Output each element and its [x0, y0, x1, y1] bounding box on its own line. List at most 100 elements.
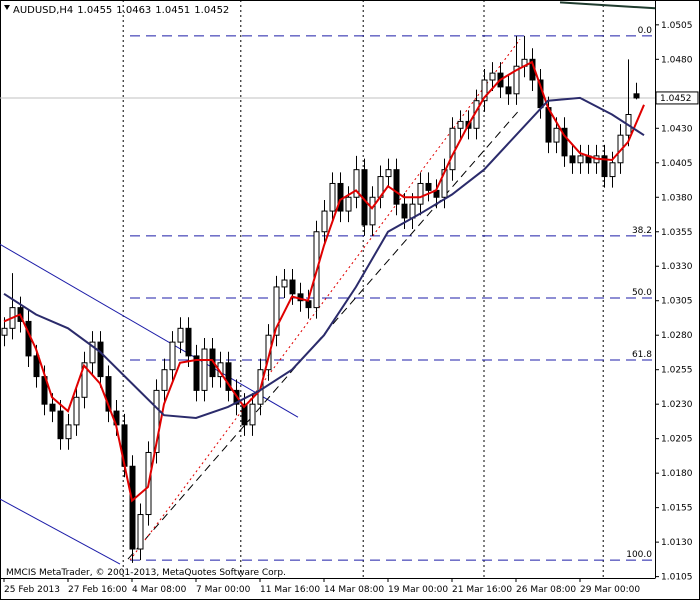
candle-body	[513, 65, 520, 95]
symbol: AUDUSD,H4	[13, 5, 73, 16]
candle-body	[73, 396, 80, 426]
chart-header: AUDUSD,H4 1.0455 1.0463 1.0451 1.0452	[13, 5, 229, 16]
candle-body	[425, 182, 432, 191]
x-tick-label: 19 Mar 00:00	[388, 585, 448, 595]
candle-body	[561, 127, 568, 157]
candle-body	[225, 362, 232, 391]
fib-label: 100.0	[626, 550, 652, 560]
candle-body	[569, 155, 576, 164]
trend-line	[0, 243, 299, 418]
trend-line	[127, 108, 521, 560]
y-tick-label: 1.0505	[661, 21, 693, 31]
candle-body	[201, 348, 208, 391]
candle-body	[321, 210, 328, 233]
candle-body	[57, 410, 64, 440]
candle-body	[345, 196, 352, 212]
header-close: 1.0452	[194, 5, 229, 16]
y-tick-label: 1.0305	[661, 297, 693, 307]
header-low: 1.0451	[155, 5, 190, 16]
x-tick-label: 25 Feb 2013	[4, 585, 60, 595]
candle-body	[289, 279, 296, 295]
x-tick-label: 29 Mar 00:00	[580, 585, 640, 595]
candle-body	[601, 155, 608, 178]
candle-body	[265, 334, 272, 371]
y-tick-label: 1.0280	[661, 331, 693, 341]
candle-body	[97, 341, 104, 378]
candle-body	[1, 327, 8, 336]
header-high: 1.0463	[116, 5, 151, 16]
fib-label: 50.0	[632, 288, 652, 298]
y-tick-label: 1.0205	[661, 435, 693, 445]
trend-line	[559, 1, 656, 10]
candle-body	[449, 127, 456, 171]
candle-body	[369, 196, 376, 226]
x-tick-label: 14 Mar 08:00	[324, 585, 384, 595]
candle-body	[329, 182, 336, 212]
candle-body	[169, 341, 176, 371]
candle-body	[457, 120, 464, 129]
y-tick-label: 1.0155	[661, 504, 693, 514]
current-price-label: 1.0452	[660, 94, 692, 104]
y-tick-label: 1.0330	[661, 262, 693, 272]
candle-body	[505, 86, 512, 95]
fib-label: 38.2	[632, 226, 652, 236]
x-tick-label: 21 Mar 16:00	[452, 585, 512, 595]
collapse-icon[interactable]	[4, 5, 10, 10]
x-tick-label: 11 Mar 16:00	[260, 585, 320, 595]
candle-body	[337, 182, 344, 212]
candle-body	[417, 182, 424, 205]
fib-label: 61.8	[632, 350, 652, 360]
candle-body	[393, 169, 400, 205]
x-tick-label: 27 Feb 16:00	[68, 585, 127, 595]
candle-body	[33, 355, 40, 378]
x-tick-label: 4 Mar 08:00	[132, 585, 187, 595]
candle-body	[129, 465, 136, 550]
y-tick-label: 1.0480	[661, 55, 693, 65]
candle-body	[137, 514, 144, 550]
moving-average	[3, 60, 645, 503]
candle-body	[241, 403, 248, 426]
candle-body	[161, 369, 168, 391]
candle-body	[153, 389, 160, 453]
overlay: AUDUSD,H4 1.0455 1.0463 1.0451 1.0452 MMCIS …	[4, 5, 286, 578]
trend-line	[129, 39, 521, 561]
candle-body	[65, 424, 72, 440]
candle-body	[89, 341, 96, 364]
copyright: MMCIS MetaTrader, © 2001-2013, MetaQuote…	[6, 568, 286, 578]
candle-body	[577, 155, 584, 164]
header-open: 1.0455	[77, 5, 112, 16]
y-tick-label: 1.0380	[661, 193, 693, 203]
y-tick-label: 1.0355	[661, 228, 693, 238]
candle-body	[633, 93, 640, 99]
y-tick-label: 1.0230	[661, 400, 693, 410]
candle-body	[177, 327, 184, 343]
candle-body	[249, 403, 256, 426]
candle-body	[353, 169, 360, 198]
y-tick-label: 1.0430	[661, 124, 693, 134]
moving-average	[3, 96, 645, 420]
y-tick-label: 1.0105	[661, 573, 693, 583]
candle-body	[401, 203, 408, 219]
current-price-box	[655, 91, 699, 105]
candle-body	[553, 127, 560, 143]
x-tick-label: 26 Mar 08:00	[516, 585, 576, 595]
y-tick-label: 1.0180	[661, 469, 693, 479]
candle-body	[281, 279, 288, 288]
x-tick-label: 7 Mar 00:00	[196, 585, 251, 595]
candle-body	[185, 327, 192, 357]
candle-body	[49, 403, 56, 412]
candle-body	[609, 162, 616, 178]
y-tick-label: 1.0405	[661, 159, 693, 169]
trend-line	[0, 498, 121, 565]
y-tick-label: 1.0255	[661, 366, 693, 376]
candle-body	[441, 169, 448, 198]
fib-label: 0.0	[638, 26, 653, 36]
y-tick-label: 1.0130	[661, 538, 693, 548]
candle-body	[385, 169, 392, 178]
candle-body	[193, 355, 200, 391]
candle-body	[81, 362, 88, 398]
candle-body	[481, 79, 488, 102]
